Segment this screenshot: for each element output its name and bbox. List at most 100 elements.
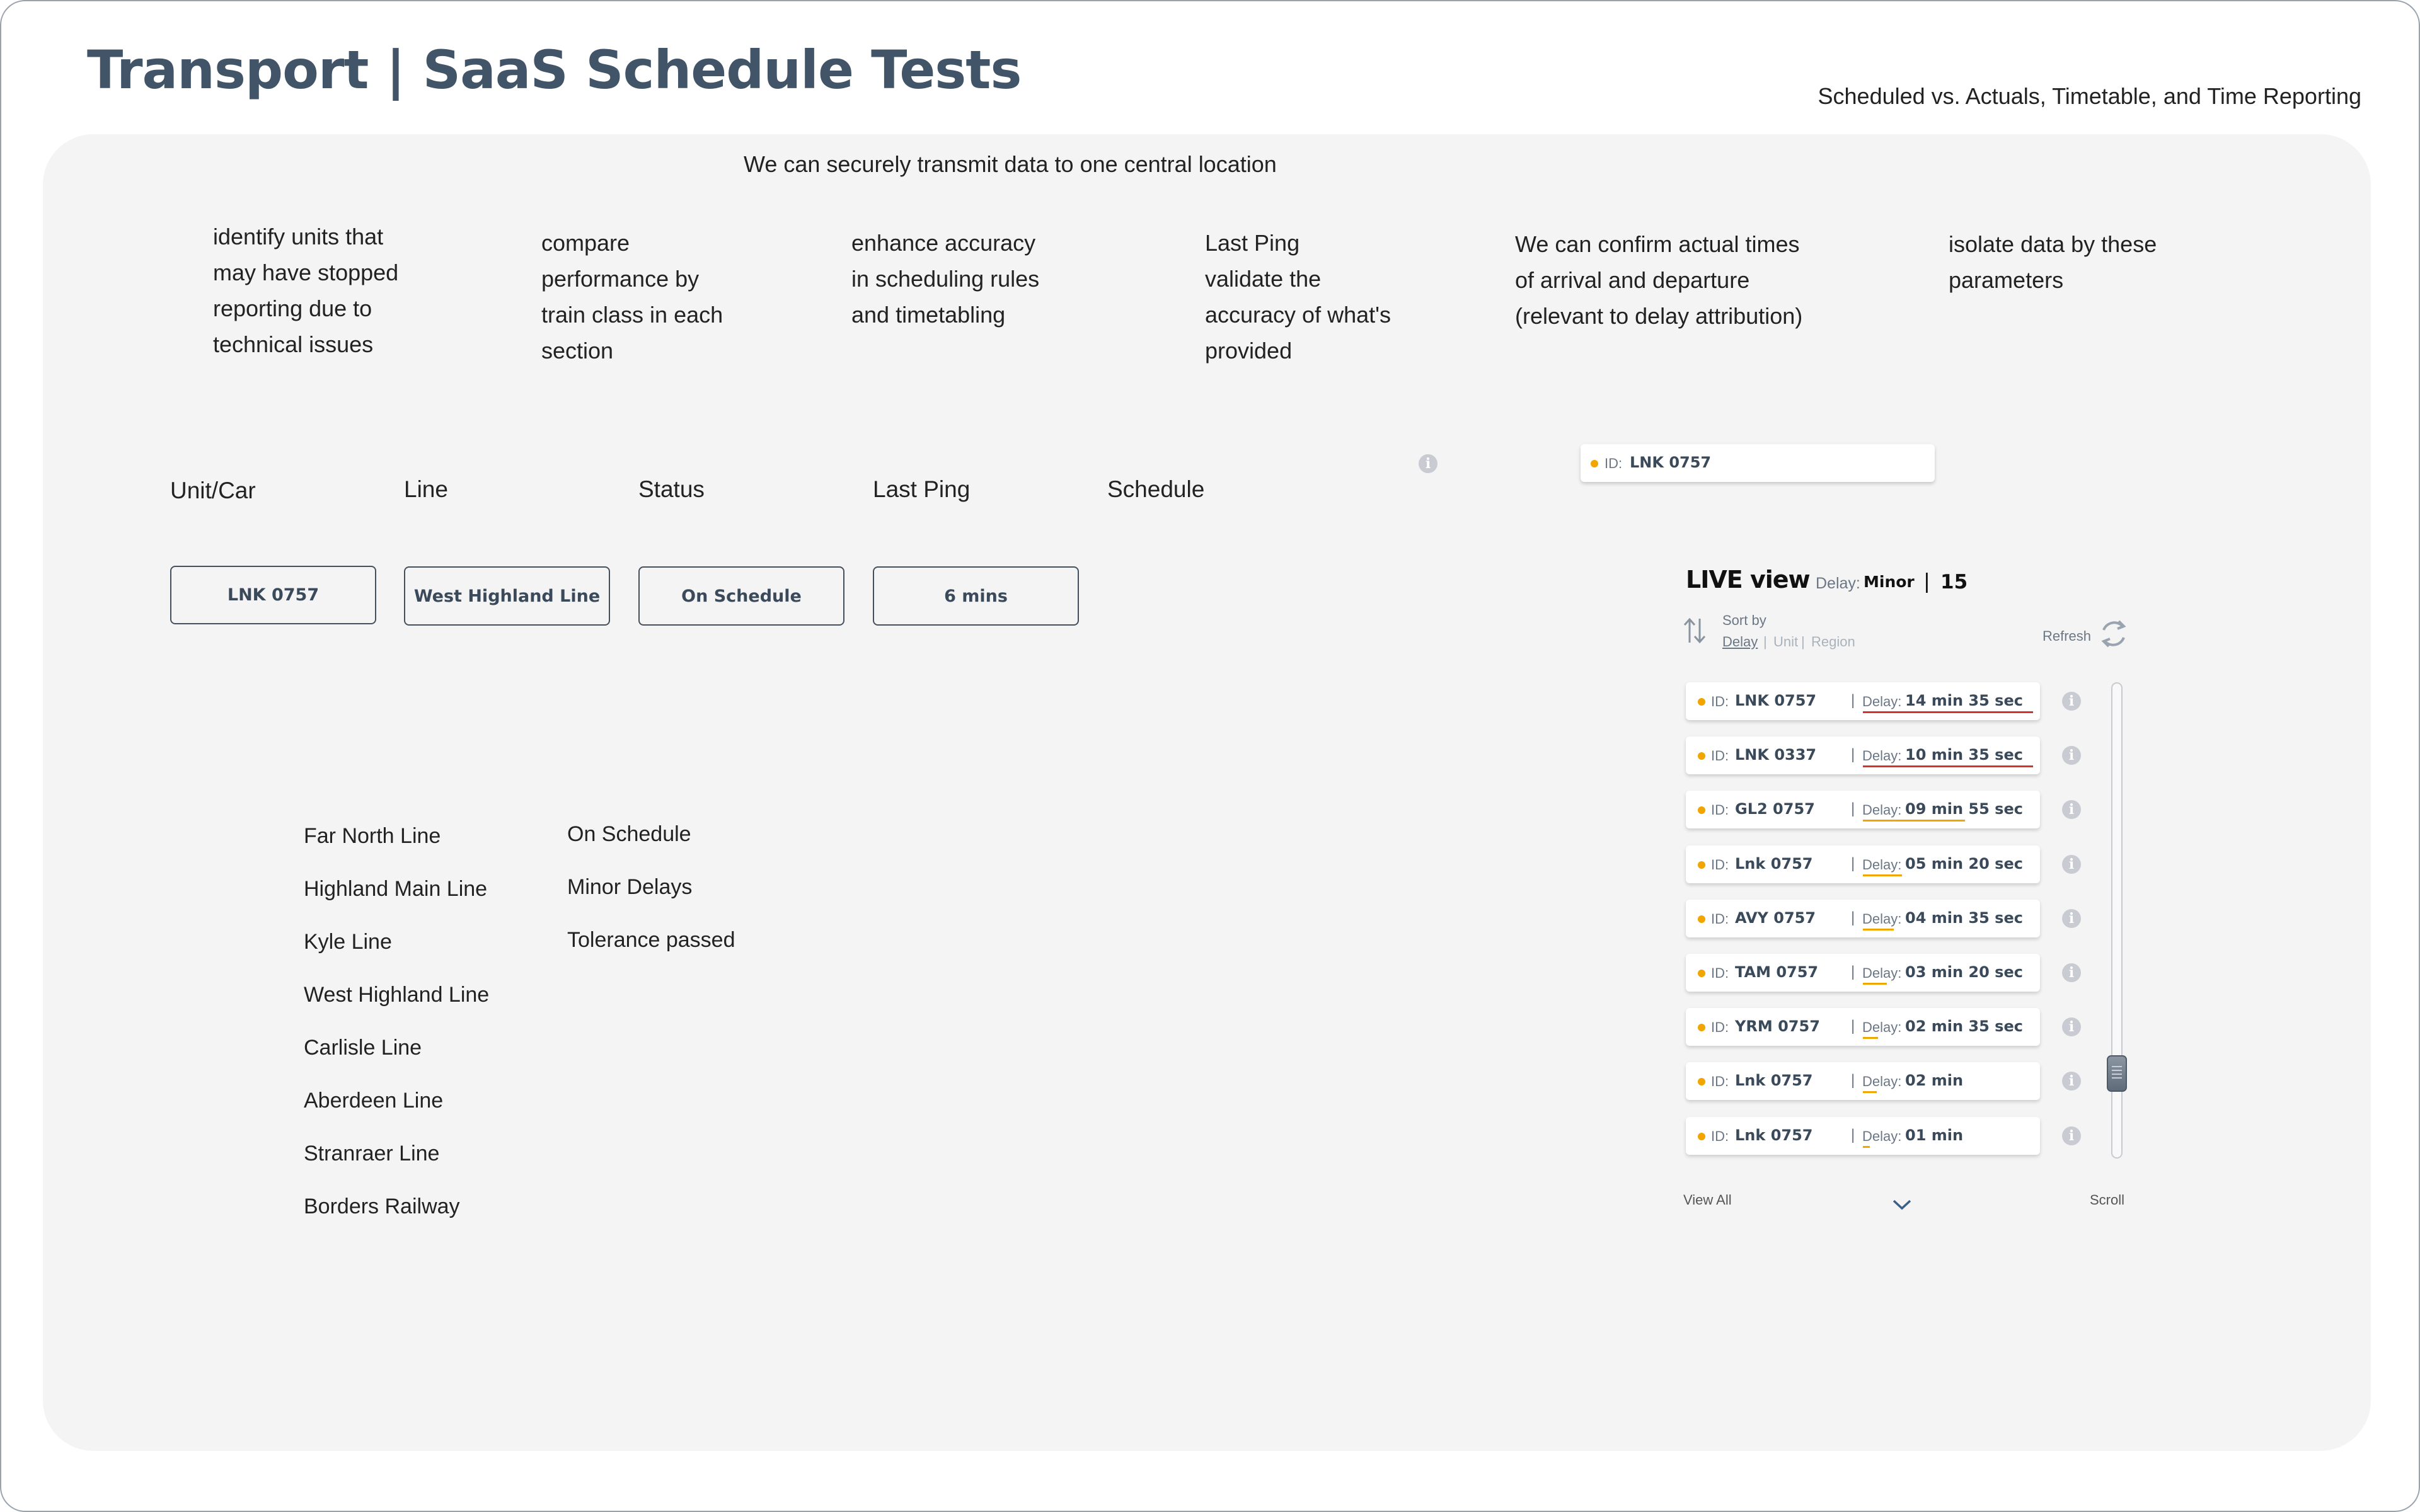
selected-unit-card[interactable]: ID: LNK 0757 [1581,444,1935,482]
row-info-icon[interactable]: i [2062,746,2081,765]
status-option-on-schedule[interactable]: On Schedule [567,822,691,846]
row-info-icon[interactable]: i [2062,1126,2081,1145]
row-info-icon[interactable]: i [2062,855,2081,874]
status-dot [1698,752,1705,760]
refresh-icon[interactable] [2097,616,2130,651]
row-delay-label: Delay: [1862,1074,1902,1089]
row-separator: | [1851,1072,1855,1089]
sort-option-region[interactable]: Region [1811,634,1855,650]
row-separator: | [1851,855,1855,872]
chevron-down-icon[interactable] [1892,1198,1912,1211]
feature-identify-units: identify units that may have stopped rep… [213,224,399,357]
delay-bar [1863,820,1965,822]
row-separator: | [1851,963,1855,980]
sort-option-unit[interactable]: Unit [1773,634,1799,650]
selected-id-label: ID: [1605,455,1623,471]
live-view-title: LIVE view [1686,566,1811,593]
delay-bar [1863,983,1887,985]
live-count: 15 [1940,571,1968,593]
row-info-icon[interactable]: i [2062,909,2081,928]
line-option-far-north[interactable]: Far North Line [304,824,441,848]
status-option-tolerance-passed[interactable]: Tolerance passed [567,928,735,952]
column-label-schedule: Schedule [1107,476,1205,502]
live-row[interactable]: ID: YRM 0757 | Delay: 02 min 35 sec [1686,1008,2040,1046]
feature-last-ping: Last Ping validate the accuracy of what'… [1205,230,1391,364]
row-delay-label: Delay: [1862,911,1902,927]
live-row[interactable]: ID: AVY 0757 | Delay: 04 min 35 sec [1686,900,2040,937]
row-id-value: LNK 0757 [1735,692,1817,709]
row-separator: | [1851,1017,1855,1034]
row-id-label: ID: [1711,1074,1729,1089]
row-delay-label: Delay: [1862,694,1902,709]
status-dot [1698,806,1705,814]
live-row[interactable]: ID: LNK 0757 | Delay: 14 min 35 sec [1686,682,2040,720]
row-delay-value: 03 min 20 sec [1905,963,2023,981]
feature-confirm-times: We can confirm actual times of arrival a… [1515,231,1803,329]
line-filter-box[interactable]: West Highland Line [404,566,610,626]
schedule-info-icon[interactable]: i [1419,454,1438,473]
scrollbar-thumb[interactable] [2107,1055,2127,1092]
status-dot [1698,915,1705,923]
row-id-label: ID: [1711,802,1729,818]
live-delay-value: Minor [1864,573,1915,591]
row-id-value: YRM 0757 [1735,1017,1820,1035]
delay-bar [1863,1037,1878,1039]
line-option-carlisle[interactable]: Carlisle Line [304,1036,422,1060]
line-option-stranraer[interactable]: Stranraer Line [304,1142,440,1166]
row-id-label: ID: [1711,857,1729,873]
live-row[interactable]: ID: Lnk 0757 | Delay: 02 min [1686,1062,2040,1100]
central-location-text: We can securely transmit data to one cen… [744,151,1277,177]
row-delay-value: 09 min 55 sec [1905,800,2023,818]
column-label-last-ping: Last Ping [873,476,971,502]
unit-filter-box[interactable]: LNK 0757 [170,566,376,624]
row-delay-label: Delay: [1862,1128,1902,1144]
row-info-icon[interactable]: i [2062,800,2081,819]
row-info-icon[interactable]: i [2062,1072,2081,1091]
line-option-highland-main[interactable]: Highland Main Line [304,877,488,901]
live-row[interactable]: ID: Lnk 0757 | Delay: 01 min [1686,1117,2040,1155]
page-subtitle: Scheduled vs. Actuals, Timetable, and Ti… [1818,83,2361,109]
line-option-borders[interactable]: Borders Railway [304,1194,460,1218]
row-info-icon[interactable]: i [2062,692,2081,711]
row-delay-label: Delay: [1862,802,1902,818]
view-all-link[interactable]: View All [1683,1192,1732,1208]
sort-arrows-icon[interactable] [1682,616,1707,645]
refresh-label[interactable]: Refresh [2043,628,2092,644]
row-delay-label: Delay: [1862,965,1902,981]
live-row[interactable]: ID: Lnk 0757 | Delay: 05 min 20 sec [1686,845,2040,883]
delay-bar [1863,874,1902,876]
row-delay-value: 02 min 35 sec [1905,1017,2023,1035]
row-separator: | [1851,692,1855,709]
page-title: Transport | SaaS Schedule Tests [87,39,1022,101]
delay-bar [1863,711,2033,713]
row-id-label: ID: [1711,911,1729,927]
status-filter-box[interactable]: On Schedule [638,566,844,626]
row-id-value: AVY 0757 [1735,909,1816,927]
row-delay-value: 05 min 20 sec [1905,855,2023,873]
row-delay-value: 14 min 35 sec [1905,692,2023,709]
scrollbar-track[interactable] [2111,682,2123,1159]
row-info-icon[interactable]: i [2062,1017,2081,1036]
line-option-kyle[interactable]: Kyle Line [304,930,392,954]
row-separator: | [1851,909,1855,926]
feature-enhance-accuracy: enhance accuracy in scheduling rules and… [851,230,1040,328]
delay-bar [1863,1091,1877,1093]
row-id-value: Lnk 0757 [1735,1126,1813,1144]
selected-id-value: LNK 0757 [1630,454,1712,471]
line-option-west-highland[interactable]: West Highland Line [304,983,490,1007]
status-dot [1698,861,1705,869]
last-ping-filter-box[interactable]: 6 mins [873,566,1079,626]
live-row[interactable]: ID: TAM 0757 | Delay: 03 min 20 sec [1686,954,2040,992]
status-option-minor-delays[interactable]: Minor Delays [567,875,693,899]
status-dot [1698,1078,1705,1085]
line-option-aberdeen[interactable]: Aberdeen Line [304,1089,444,1113]
row-info-icon[interactable]: i [2062,963,2081,982]
sort-option-delay[interactable]: Delay [1722,634,1758,650]
row-id-label: ID: [1711,748,1729,764]
live-row[interactable]: ID: GL2 0757 | Delay: 09 min 55 sec [1686,791,2040,828]
live-delay-label: Delay: [1816,575,1860,592]
status-dot [1698,1133,1705,1140]
row-id-label: ID: [1711,1128,1729,1144]
live-row[interactable]: ID: LNK 0337 | Delay: 10 min 35 sec [1686,736,2040,774]
column-label-line: Line [404,476,448,502]
